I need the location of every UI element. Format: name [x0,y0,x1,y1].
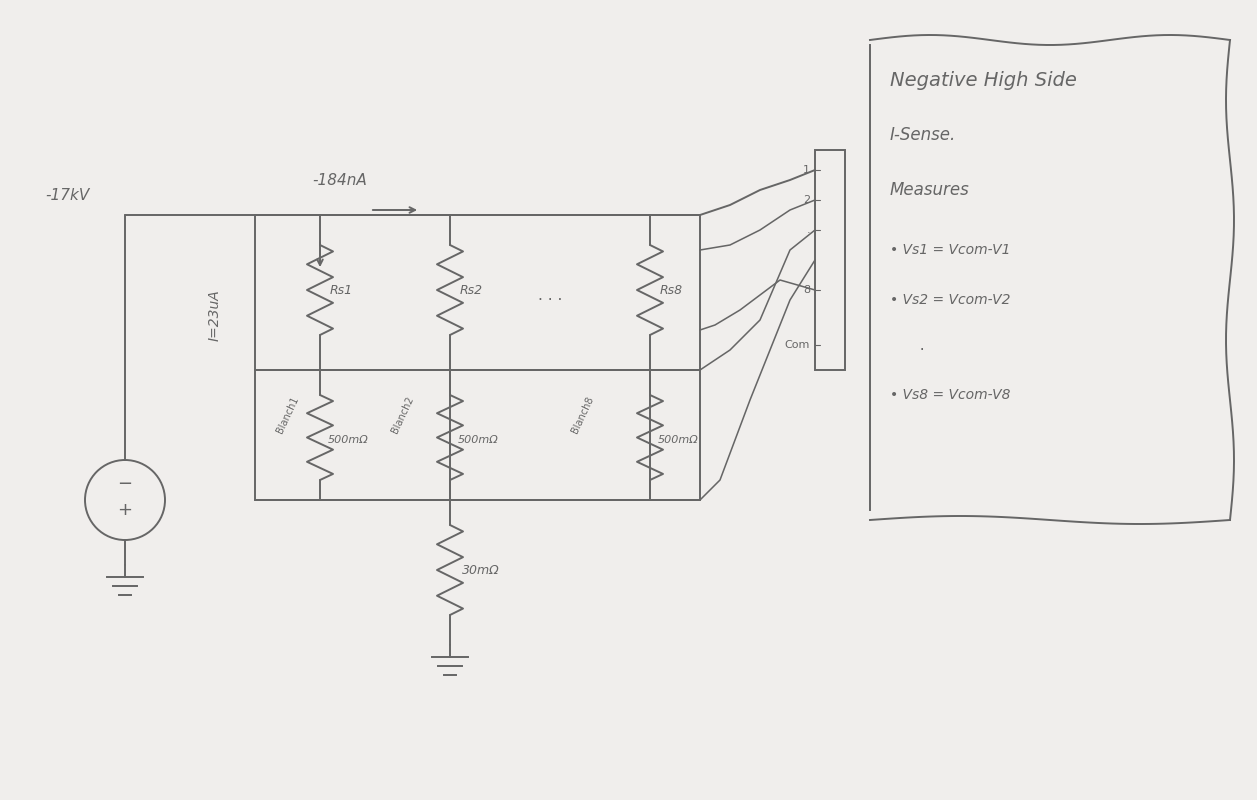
Text: +: + [117,501,132,519]
Text: I=23uA: I=23uA [207,289,222,341]
Text: Com: Com [784,340,810,350]
Text: • Vs2 = Vcom-V2: • Vs2 = Vcom-V2 [890,293,1011,307]
Text: Blanch1: Blanch1 [275,395,300,435]
Text: Rs1: Rs1 [331,283,353,297]
Text: 500mΩ: 500mΩ [657,435,699,445]
Text: -184nA: -184nA [313,173,367,188]
Text: . . .: . . . [538,287,562,302]
Text: .: . [807,225,810,235]
Text: 500mΩ: 500mΩ [328,435,368,445]
Text: • Vs1 = Vcom-V1: • Vs1 = Vcom-V1 [890,243,1011,257]
Text: Measures: Measures [890,181,969,199]
Text: 500mΩ: 500mΩ [458,435,499,445]
Text: 2: 2 [803,195,810,205]
Text: Rs8: Rs8 [660,283,683,297]
Text: Blanch2: Blanch2 [390,395,416,435]
Text: 1: 1 [803,165,810,175]
Text: .: . [910,338,925,353]
Text: • Vs8 = Vcom-V8: • Vs8 = Vcom-V8 [890,388,1011,402]
Text: Blanch8: Blanch8 [569,395,596,435]
Text: I-Sense.: I-Sense. [890,126,957,144]
Text: 8: 8 [803,285,810,295]
Text: -17kV: -17kV [45,187,89,202]
Text: −: − [117,475,132,493]
Text: Negative High Side: Negative High Side [890,70,1077,90]
Text: 30mΩ: 30mΩ [463,563,499,577]
Text: Rs2: Rs2 [460,283,483,297]
